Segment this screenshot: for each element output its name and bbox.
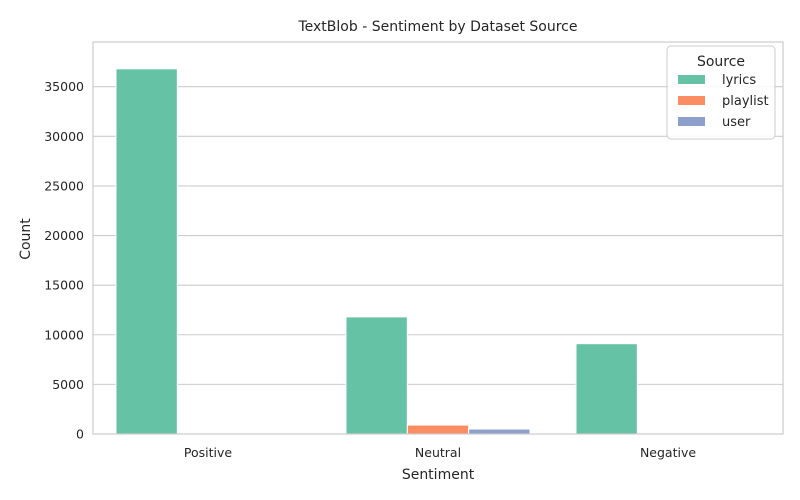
legend-swatch-user <box>678 117 705 126</box>
legend-label-user: user <box>722 115 751 130</box>
x-tick-labels: Positive Neutral Negative <box>184 445 696 460</box>
legend-label-playlist: playlist <box>722 94 769 109</box>
bars <box>115 68 638 435</box>
plot-frame <box>92 41 784 435</box>
legend: Source lyrics playlist user <box>666 45 776 140</box>
x-tick-label: Neutral <box>415 445 461 460</box>
y-tick-label: 5000 <box>52 377 84 392</box>
y-tick-label: 15000 <box>44 278 84 293</box>
chart-title: TextBlob - Sentiment by Dataset Source <box>297 19 577 35</box>
y-tick-label: 20000 <box>44 228 84 243</box>
grid-lines <box>93 86 783 435</box>
x-tick-label: Negative <box>640 445 696 460</box>
y-tick-label: 35000 <box>44 79 84 94</box>
y-tick-label: 0 <box>76 427 84 442</box>
legend-swatch-lyrics <box>678 75 705 84</box>
legend-title: Source <box>697 54 745 70</box>
y-tick-label: 25000 <box>44 178 84 193</box>
bar-lyrics-negative <box>575 343 638 435</box>
y-tick-label: 30000 <box>44 129 84 144</box>
bar-playlist-neutral <box>406 424 470 435</box>
x-axis-label: Sentiment <box>402 467 475 483</box>
bar-lyrics-positive <box>115 68 178 435</box>
y-tick-labels: 0 5000 10000 15000 20000 25000 30000 35000 <box>44 79 84 441</box>
legend-box <box>666 45 776 140</box>
legend-label-lyrics: lyrics <box>722 73 756 88</box>
y-tick-label: 10000 <box>44 327 84 342</box>
x-tick-label: Positive <box>184 445 232 460</box>
bar-lyrics-neutral <box>345 316 408 435</box>
legend-swatch-playlist <box>678 96 705 105</box>
y-axis-label: Count <box>18 218 34 260</box>
bar-user-neutral <box>468 428 531 435</box>
